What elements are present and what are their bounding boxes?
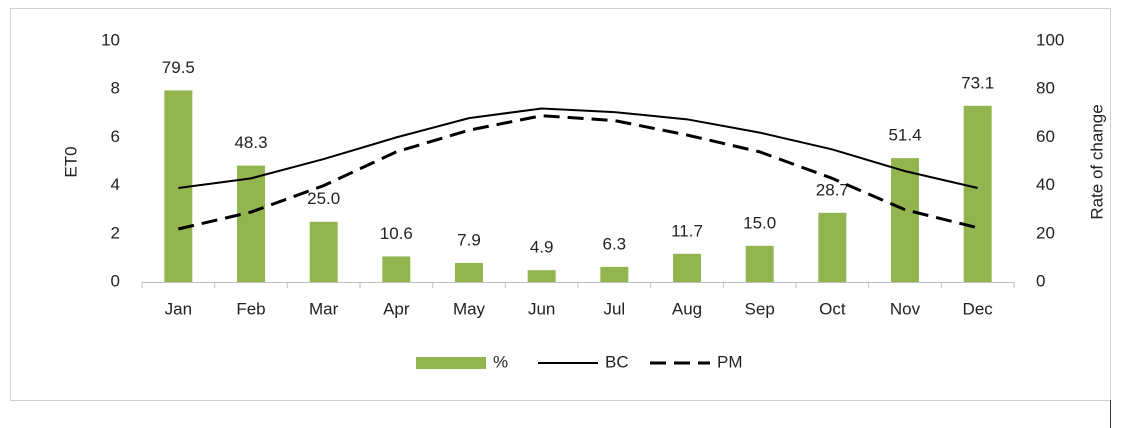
legend-swatch — [416, 357, 486, 369]
y-tick-label: 8 — [111, 79, 120, 98]
y2-tick-label: 0 — [1036, 271, 1045, 290]
legend-label: % — [493, 352, 508, 371]
data-label: 15.0 — [743, 213, 776, 232]
chart-frame — [10, 8, 1111, 401]
bar — [237, 165, 265, 282]
y2-tick-label: 80 — [1036, 79, 1055, 98]
data-label: 51.4 — [888, 126, 921, 145]
y-tick-label: 6 — [111, 127, 120, 146]
bar — [891, 158, 919, 282]
bar — [673, 253, 701, 282]
bar — [382, 256, 411, 282]
data-label: 6.3 — [603, 234, 627, 253]
x-tick-label: Apr — [383, 299, 410, 318]
x-tick-label: Feb — [236, 299, 265, 318]
x-tick-label: Jun — [528, 299, 555, 318]
y-axis-label: ET0 — [61, 146, 80, 177]
legend-label: BC — [605, 352, 629, 371]
data-label: 79.5 — [162, 58, 195, 77]
bar — [527, 270, 556, 282]
x-tick-label: Jan — [165, 299, 192, 318]
y2-axis-label: Rate of change — [1087, 104, 1106, 219]
data-label: 73.1 — [961, 73, 994, 92]
data-label: 10.6 — [380, 224, 413, 243]
bar — [455, 262, 483, 282]
x-tick-label: Oct — [819, 299, 846, 318]
bar — [745, 245, 774, 282]
line-series — [178, 107, 978, 190]
data-label: 11.7 — [671, 221, 703, 240]
data-label: 7.9 — [457, 230, 481, 249]
data-label: 25.0 — [307, 189, 340, 208]
y2-tick-label: 20 — [1036, 223, 1055, 242]
x-tick-label: Jul — [603, 299, 625, 318]
bar — [309, 221, 338, 282]
y2-tick-label: 100 — [1036, 30, 1064, 49]
x-tick-label: May — [453, 299, 486, 318]
y2-tick-label: 40 — [1036, 175, 1055, 194]
y-tick-label: 10 — [101, 30, 120, 49]
x-tick-label: Mar — [309, 299, 339, 318]
y-tick-label: 2 — [111, 223, 120, 242]
y2-tick-label: 60 — [1036, 127, 1055, 146]
bar — [818, 212, 847, 282]
bar — [600, 266, 629, 282]
x-tick-label: Dec — [963, 299, 994, 318]
x-tick-label: Sep — [745, 299, 775, 318]
line-series — [177, 114, 979, 231]
y-tick-label: 4 — [111, 175, 120, 194]
data-label: 48.3 — [234, 133, 267, 152]
x-tick-label: Nov — [890, 299, 921, 318]
legend-label: PM — [717, 352, 743, 371]
data-label: 4.9 — [530, 238, 554, 257]
y-tick-label: 0 — [111, 271, 120, 290]
data-label: 28.7 — [816, 180, 849, 199]
x-tick-label: Aug — [672, 299, 702, 318]
bar — [963, 105, 992, 282]
